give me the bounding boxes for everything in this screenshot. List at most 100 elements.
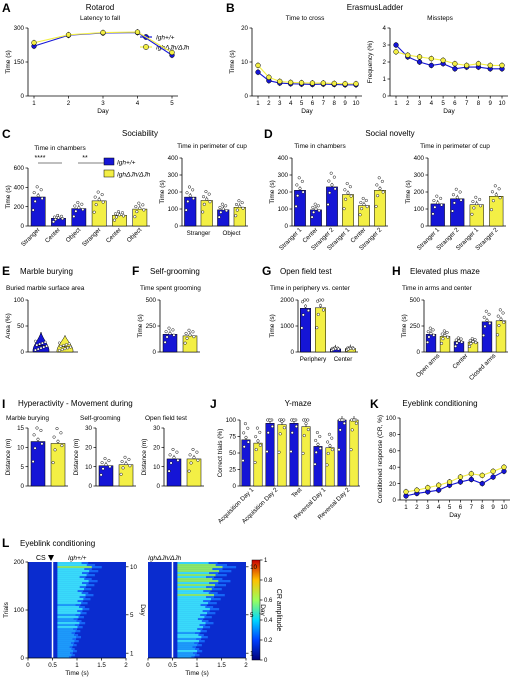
C-cup-ytick-label: 0 (175, 223, 179, 230)
heatmap-row-tail (209, 582, 219, 585)
C-cup-category-label: Stranger (187, 230, 211, 237)
G-scatter-dot (318, 304, 323, 308)
H-scatter-dot (469, 342, 473, 346)
D-cup-scatter-dot (471, 200, 475, 204)
D-cup-scatter-dot (432, 199, 436, 203)
heatmap-row (57, 574, 87, 577)
B-missteps-xtick-label: 10 (499, 100, 506, 107)
C-cup-scatter-dot (191, 188, 195, 192)
G-scatter-dot (301, 313, 305, 317)
heatmap-row-tail (74, 640, 79, 643)
I-marble-scatter-dot (52, 435, 56, 439)
C-chambers-scatter-dot (73, 204, 77, 208)
panel-letter-f: F (132, 264, 139, 278)
C-cup-scatter-dot (224, 209, 229, 213)
G-scatter-dot (316, 299, 320, 303)
J-scatter-dot (314, 450, 318, 454)
J-scatter-dot (338, 428, 342, 432)
D-chambers-scatter-dot (364, 198, 368, 203)
J-scatter-dot (328, 444, 332, 448)
heatmap-row-tail (215, 574, 227, 577)
violin-dot (58, 349, 61, 352)
F-scatter-dot (164, 330, 168, 334)
J-ytick-label: 75 (229, 434, 236, 441)
A-data-point (100, 29, 106, 36)
B-time-xtick-label: 10 (353, 100, 360, 107)
H-scatter-dot (487, 312, 491, 316)
heatmap-row-tail (198, 634, 204, 637)
plusmaze-title: Elevated plus maze (410, 267, 480, 276)
J-ytick-label: 50 (229, 450, 236, 457)
I-marble-ylabel: Distance (m) (5, 439, 12, 476)
J-scatter-dot (278, 418, 282, 422)
heatmap-row (177, 638, 197, 641)
violin-dot (69, 345, 73, 349)
B-time-xtick-label: 9 (343, 100, 347, 107)
I-marble-scatter-dot (56, 439, 60, 443)
C-chambers-scatter-dot (121, 214, 126, 218)
trials-label: Trials (3, 601, 10, 617)
heatmap-row-tail (203, 626, 211, 629)
D-cup-scatter-dot (451, 193, 455, 197)
heatmap-row-tail (192, 646, 196, 649)
G-ytick-label: 2000 (280, 297, 294, 304)
panel-letter-d: D (264, 127, 273, 141)
B-time-axes: 0 10 20 Time (s) 1 2 3 4 5 6 7 8 9 10 Day (229, 25, 362, 115)
D-chambers-ylabel: Time (s) (269, 180, 276, 204)
C-chambers-scatter-dot (112, 218, 117, 222)
J-scatter-dot (270, 424, 274, 428)
heatmap-row (177, 590, 204, 593)
D-cup-ytick-label: 100 (414, 206, 425, 213)
H-scatter-dot (432, 333, 436, 337)
I-marble-ytick-label: 10 (17, 445, 24, 452)
heatmap-row-tail (195, 632, 200, 635)
F-scatter-dot (171, 328, 175, 332)
heatmap-xtick-label: 0 (26, 662, 30, 669)
colorbar-tick-label: 0.8 (264, 578, 273, 584)
G-scatter-dot (306, 298, 310, 302)
heatmap-row (177, 562, 209, 565)
E-axes: 0 50 100 Area (%) (5, 297, 78, 356)
K-series-line (405, 466, 505, 493)
C-cup-scatter-dot (237, 199, 241, 203)
D-chambers-scatter-dot (314, 207, 318, 211)
J-ytick-label: 25 (229, 467, 236, 474)
K-xtick-label: 3 (426, 504, 430, 511)
K-data-point (403, 489, 409, 495)
heatmap-row (177, 644, 197, 647)
J-scatter-dot (282, 426, 286, 430)
heatmap-row (177, 580, 219, 583)
K-data-point (479, 480, 485, 487)
legend-ctrl-swatch (103, 157, 115, 166)
heatmap-row (177, 636, 202, 639)
H-scatter-dot (426, 340, 430, 344)
G-scatter-dot (300, 326, 304, 330)
heatmap-row-tail (73, 618, 78, 621)
heatmap-row (177, 614, 201, 617)
C-cup-scatter-dot (208, 200, 212, 204)
heatmap-row (57, 650, 74, 653)
F-scatter-dot (165, 335, 169, 339)
B-missteps-xtick-label: 2 (406, 100, 410, 107)
heatmap-row (177, 608, 210, 611)
D-chambers-scatter-dot (300, 179, 304, 183)
panel-letter-g: G (262, 264, 271, 278)
D-chambers-ytick-label: 200 (278, 189, 289, 196)
grooming-title: Self-grooming (150, 267, 200, 276)
H-scatter-dot (429, 331, 433, 335)
heatmap-row (57, 598, 84, 601)
C-chambers-scatter-dot (96, 190, 100, 194)
K-data-point (479, 472, 485, 479)
D-cup-scatter-dot (478, 197, 482, 201)
D-chambers-scatter-dot (343, 188, 347, 192)
F-scatter-dot (192, 335, 196, 339)
E-ytick-label: 50 (17, 323, 24, 330)
G-scatter-dot (351, 347, 355, 351)
violin-dot (34, 348, 37, 352)
K-xtick-label: 8 (480, 504, 484, 511)
B-time-xtick-label: 6 (311, 100, 315, 107)
D-chambers-scatter-dot (316, 204, 320, 208)
H-category-label: Center (451, 352, 469, 370)
I-marble-scatter-dot (55, 427, 59, 431)
